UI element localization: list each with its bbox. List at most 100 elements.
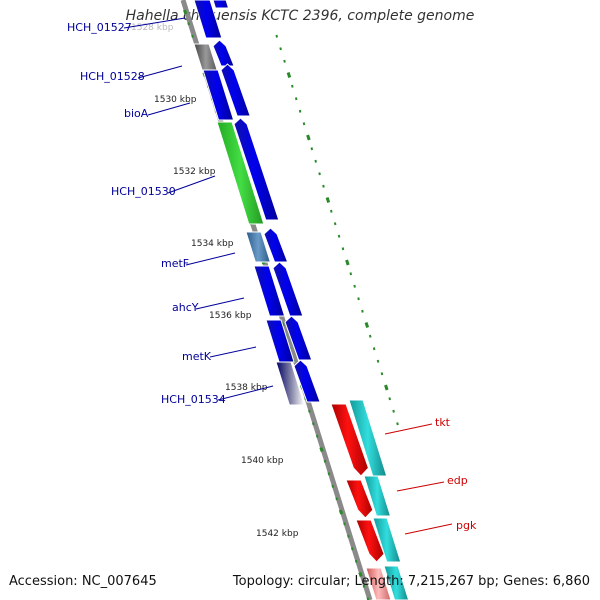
gene-metf-inner [263,227,289,263]
gene-leader-line [209,346,257,358]
gene-metf [245,231,272,263]
scale-tick [294,97,298,101]
scale-tick [362,584,366,588]
gene-hch-01530 [216,121,265,225]
scale-label: 1530 kbp [154,95,197,105]
gene-label-edp: edp [447,474,468,487]
gene-label-tkt: tkt [435,416,451,429]
gene-bioa [233,117,280,221]
scale-label: 1542 kbp [256,529,299,539]
scale-tick [376,359,380,363]
gene-leader-line [404,523,453,535]
gene-tkt [330,403,370,477]
gene-ahcy-inner [272,261,304,317]
scale-tick [302,122,306,126]
scale-tick [306,134,311,141]
scale-label: 1528 kbp [131,23,174,33]
gene-label-hch-01530: HCH_01530 [111,185,176,198]
scale-tick [327,472,331,476]
gene-bioa-inner [220,63,251,117]
scale-tick [368,334,372,338]
scale-tick [310,147,314,151]
gene-hch-01528 [202,69,235,121]
scale-tick [322,184,325,188]
scale-labels: 1528 kbp 1530 kbp 1532 kbp 1534 kbp 1536 kbp… [131,23,299,539]
gene-metk-inner [284,315,313,361]
scale-label: 1538 kbp [225,383,268,393]
scale-tick [298,109,302,113]
gene-bottom-left [365,567,392,600]
scale-tick [337,234,341,238]
scale-tick [358,572,363,577]
scale-tick [372,347,376,351]
scale-tick [314,159,317,163]
gene-block-top-inner [212,0,230,9]
gene-label-pgk: pgk [456,519,477,532]
scale-tick [275,34,279,38]
scale-tick [318,172,321,176]
gene-leader-line [195,297,245,310]
gene-leader-line [167,175,216,194]
scale-tick [331,484,335,488]
scale-tick [341,247,345,251]
scale-tick [187,22,190,26]
gene-edp-inner [363,475,392,517]
gene-leader-line [384,423,433,435]
gene-hch-01534-inner [293,359,321,403]
scale-tick [333,222,337,226]
scale-tick [357,297,360,301]
genome-summary-label: Topology: circular; Length: 7,215,267 bp… [232,574,590,589]
gene-bottom-right [383,565,410,600]
scale-tick [323,459,327,463]
scale-tick [286,72,292,78]
scale-tick [319,447,324,452]
gene-leader-line [185,252,236,266]
scale-tick [349,272,353,276]
gene-pgk [355,519,385,563]
gene-pgk-inner [372,517,402,563]
scale-tick [330,209,333,213]
gene-label-hch-01534: HCH_01534 [161,393,226,406]
scale-tick [308,409,311,413]
gene-leader-line [137,65,183,79]
scale-tick [283,59,286,63]
gene-leader-line [396,481,445,492]
gene-labels: HCH_01527 HCH_01528 bioA HCH_01530 metF ahcY m… [67,17,477,535]
gene-block-top [193,0,223,39]
scale-tick [338,509,344,515]
scale-tick [279,47,282,51]
scale-tick [350,547,354,551]
gene-tkt-inner [348,399,388,477]
gene-leader-line [147,102,191,116]
scale-tick [291,84,294,88]
scale-tick [361,309,364,313]
scale-tick [380,372,384,376]
scale-tick [354,559,358,563]
scale-tick [347,534,350,538]
scale-tick [353,284,356,288]
gene-label-metk: metK [182,350,212,363]
scale-tick [392,409,395,413]
scale-tick [388,397,391,401]
scale-tick [396,422,399,426]
gene-ahcy [253,265,286,317]
gene-metk [265,319,295,363]
gene-hch-01528-inner [212,39,235,67]
scale-tick [335,497,338,501]
scale-label: 1534 kbp [191,239,234,249]
gene-label-bioa: bioA [124,107,149,120]
gene-edp [345,479,374,519]
gene-hch-01534 [275,361,306,406]
gene-leader-line [123,17,186,29]
scale-tick [315,434,319,438]
gene-leader-line [217,385,274,401]
gene-label-metf: metF [161,257,189,270]
scale-label: 1540 kbp [241,456,284,466]
scale-tick [343,522,346,526]
scale-tick [183,9,188,15]
scale-tick [384,384,389,391]
accession-label: Accession: NC_007645 [9,574,157,589]
scale-label: 1532 kbp [173,167,216,177]
